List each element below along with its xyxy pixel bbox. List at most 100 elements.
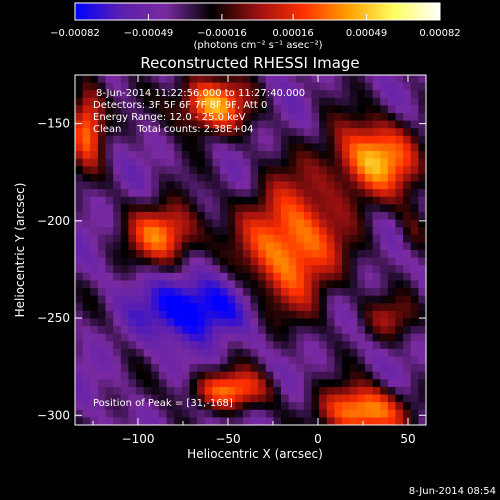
heatmap-cell bbox=[143, 82, 152, 91]
heatmap-cell bbox=[410, 371, 419, 380]
heatmap-cell bbox=[235, 356, 244, 365]
heatmap-cell bbox=[281, 417, 290, 425]
heatmap-cell bbox=[82, 227, 91, 236]
heatmap-cell bbox=[97, 371, 107, 380]
heatmap-cell bbox=[258, 272, 267, 282]
heatmap-cell bbox=[113, 105, 122, 114]
heatmap-cell bbox=[166, 265, 175, 274]
heatmap-cell bbox=[151, 181, 160, 190]
heatmap-cell bbox=[281, 348, 290, 358]
heatmap-cell bbox=[82, 280, 91, 289]
heatmap-cell bbox=[334, 394, 343, 403]
heatmap-cell bbox=[174, 409, 183, 418]
heatmap-cell bbox=[120, 333, 130, 342]
heatmap-cell bbox=[136, 341, 145, 350]
heatmap-cell bbox=[151, 219, 160, 228]
heatmap-cell bbox=[105, 120, 114, 129]
heatmap-cell bbox=[281, 196, 290, 205]
heatmap-cell bbox=[281, 166, 290, 175]
heatmap-cell bbox=[273, 151, 282, 160]
heatmap-cell bbox=[380, 75, 389, 84]
heatmap-cell bbox=[105, 288, 114, 297]
heatmap-cell bbox=[418, 341, 426, 350]
heatmap-cell bbox=[418, 105, 426, 114]
heatmap-cell bbox=[242, 196, 252, 205]
heatmap-cell bbox=[97, 158, 107, 167]
heatmap-cell bbox=[319, 227, 328, 236]
heatmap-cell bbox=[128, 417, 137, 425]
heatmap-cell bbox=[113, 173, 122, 183]
heatmap-cell bbox=[410, 158, 419, 167]
heatmap-cell bbox=[75, 120, 84, 129]
heatmap-cell bbox=[204, 204, 213, 213]
heatmap-cell bbox=[296, 288, 305, 297]
heatmap-cell bbox=[82, 189, 91, 198]
heatmap-cell bbox=[212, 242, 221, 251]
heatmap-cell bbox=[265, 394, 274, 403]
heatmap-cell bbox=[242, 295, 252, 304]
heatmap-cell bbox=[235, 234, 244, 243]
heatmap-cell bbox=[120, 386, 130, 396]
heatmap-cell bbox=[387, 250, 397, 259]
heatmap-cell bbox=[349, 113, 358, 122]
heatmap-cell bbox=[288, 303, 297, 312]
heatmap-cell bbox=[303, 318, 313, 327]
heatmap-cell bbox=[281, 158, 290, 167]
heatmap-cell bbox=[189, 196, 198, 205]
heatmap-cell bbox=[166, 227, 175, 236]
heatmap-cell bbox=[349, 196, 358, 205]
heatmap-cell bbox=[242, 348, 252, 358]
heatmap-cell bbox=[219, 135, 229, 145]
heatmap-cell bbox=[319, 166, 328, 175]
heatmap-cell bbox=[219, 211, 229, 221]
heatmap-cell bbox=[387, 97, 397, 107]
heatmap-cell bbox=[120, 318, 130, 327]
heatmap-cell bbox=[372, 348, 381, 358]
heatmap-cell bbox=[204, 364, 213, 373]
heatmap-cell bbox=[380, 166, 389, 175]
heatmap-cell bbox=[250, 326, 259, 335]
heatmap-cell bbox=[418, 97, 426, 107]
heatmap-cell bbox=[281, 303, 290, 312]
heatmap-cell bbox=[151, 364, 160, 373]
heatmap-cell bbox=[242, 356, 252, 365]
heatmap-cell bbox=[288, 386, 297, 396]
heatmap-cell bbox=[250, 242, 259, 251]
heatmap-cell bbox=[197, 90, 206, 99]
heatmap-cell bbox=[281, 97, 290, 107]
heatmap-cell bbox=[227, 128, 236, 137]
heatmap-cell bbox=[219, 173, 229, 183]
heatmap-cell bbox=[303, 158, 313, 167]
heatmap-cell bbox=[258, 189, 267, 198]
heatmap-cell bbox=[166, 234, 175, 243]
heatmap-cell bbox=[181, 348, 191, 358]
heatmap-cell bbox=[395, 341, 404, 350]
heatmap-cell bbox=[288, 97, 297, 107]
heatmap-cell bbox=[166, 318, 175, 327]
heatmap-cell bbox=[364, 288, 374, 297]
heatmap-cell bbox=[158, 143, 168, 152]
heatmap-cell bbox=[410, 310, 419, 320]
heatmap-cell bbox=[326, 120, 336, 129]
heatmap-cell bbox=[410, 151, 419, 160]
heatmap-cell bbox=[273, 82, 282, 91]
heatmap-cell bbox=[105, 151, 114, 160]
heatmap-cell bbox=[288, 181, 297, 190]
heatmap-cell bbox=[357, 348, 366, 358]
heatmap-cell bbox=[288, 379, 297, 388]
heatmap-cell bbox=[113, 288, 122, 297]
heatmap-cell bbox=[319, 409, 328, 418]
heatmap-cell bbox=[303, 211, 313, 221]
heatmap-cell bbox=[174, 120, 183, 129]
heatmap-cell bbox=[319, 135, 328, 145]
heatmap-cell bbox=[418, 219, 426, 228]
heatmap-cell bbox=[364, 257, 374, 266]
heatmap-cell bbox=[105, 356, 114, 365]
heatmap-cell bbox=[166, 303, 175, 312]
heatmap-cell bbox=[97, 204, 107, 213]
heatmap-cell bbox=[403, 158, 412, 167]
heatmap-cell bbox=[181, 151, 191, 160]
heatmap-cell bbox=[197, 326, 206, 335]
heatmap-cell bbox=[281, 135, 290, 145]
heatmap-cell bbox=[403, 211, 412, 221]
